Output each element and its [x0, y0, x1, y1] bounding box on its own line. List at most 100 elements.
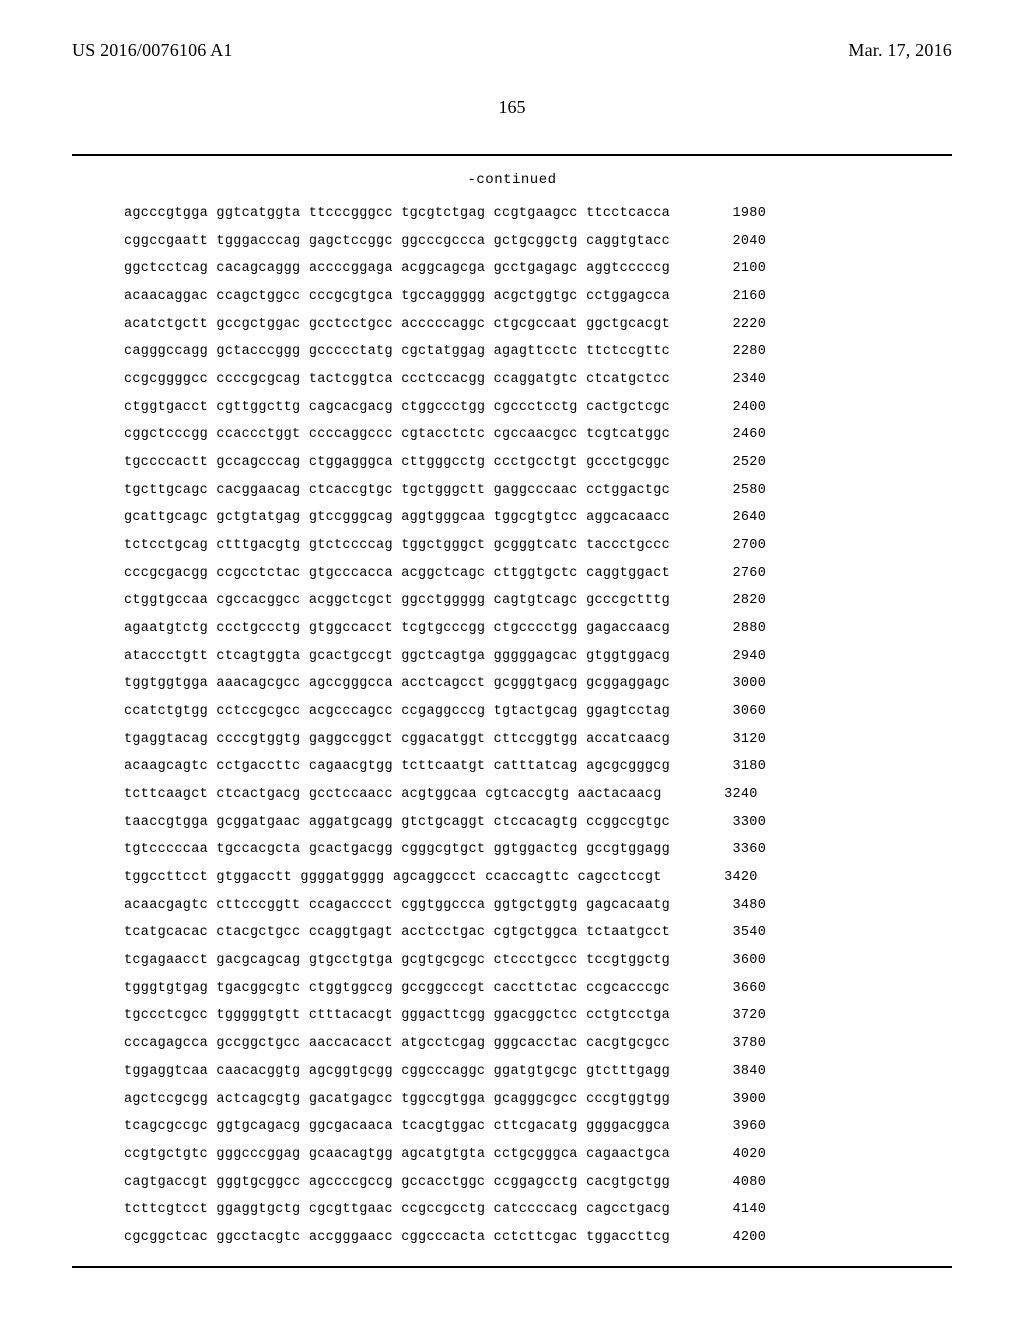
- sequence-row-bases: tggtggtgga aaacagcgcc agccgggcca acctcag…: [124, 670, 670, 698]
- sequence-row-bases: tgccccactt gccagcccag ctggagggca cttgggc…: [124, 449, 670, 477]
- sequence-row-bases: ccgtgctgtc gggcccggag gcaacagtgg agcatgt…: [124, 1141, 670, 1169]
- sequence-row-position: 2220: [688, 311, 766, 339]
- sequence-row: tcttcaagct ctcactgacg gcctccaacc acgtggc…: [124, 781, 952, 809]
- sequence-row-position: 2640: [688, 504, 766, 532]
- sequence-row: agaatgtctg ccctgccctg gtggccacct tcgtgcc…: [124, 615, 952, 643]
- sequence-row: ctggtgacct cgttggcttg cagcacgacg ctggccc…: [124, 394, 952, 422]
- sequence-row-position: 2460: [688, 421, 766, 449]
- sequence-row-bases: tctcctgcag ctttgacgtg gtctccccag tggctgg…: [124, 532, 670, 560]
- sequence-row: cagtgaccgt gggtgcggcc agccccgccg gccacct…: [124, 1169, 952, 1197]
- sequence-row-bases: tggaggtcaa caacacggtg agcggtgcgg cggccca…: [124, 1058, 670, 1086]
- sequence-row-bases: ataccctgtt ctcagtggta gcactgccgt ggctcag…: [124, 643, 670, 671]
- sequence-row-bases: acaacgagtc cttcccggtt ccagacccct cggtggc…: [124, 892, 670, 920]
- sequence-row-position: 3480: [688, 892, 766, 920]
- sequence-row: tggaggtcaa caacacggtg agcggtgcgg cggccca…: [124, 1058, 952, 1086]
- sequence-row-position: 4080: [688, 1169, 766, 1197]
- sequence-row-position: 3840: [688, 1058, 766, 1086]
- sequence-row-position: 3900: [688, 1086, 766, 1114]
- sequence-row: taaccgtgga gcggatgaac aggatgcagg gtctgca…: [124, 809, 952, 837]
- sequence-row-position: 4140: [688, 1196, 766, 1224]
- sequence-row: ccgcggggcc ccccgcgcag tactcggtca ccctcca…: [124, 366, 952, 394]
- sequence-row: tggtggtgga aaacagcgcc agccgggcca acctcag…: [124, 670, 952, 698]
- sequence-row: ctggtgccaa cgccacggcc acggctcgct ggcctgg…: [124, 587, 952, 615]
- sequence-row-bases: tgaggtacag ccccgtggtg gaggccggct cggacat…: [124, 726, 670, 754]
- sequence-row-position: 3780: [688, 1030, 766, 1058]
- sequence-row-position: 3720: [688, 1002, 766, 1030]
- sequence-row: cccgcgacgg ccgcctctac gtgcccacca acggctc…: [124, 560, 952, 588]
- sequence-row: tgtcccccaa tgccacgcta gcactgacgg cgggcgt…: [124, 836, 952, 864]
- sequence-row: tcgagaacct gacgcagcag gtgcctgtga gcgtgcg…: [124, 947, 952, 975]
- sequence-row-position: 3360: [688, 836, 766, 864]
- sequence-row-position: 2880: [688, 615, 766, 643]
- sequence-row: tgcttgcagc cacggaacag ctcaccgtgc tgctggg…: [124, 477, 952, 505]
- sequence-row-bases: ctggtgacct cgttggcttg cagcacgacg ctggccc…: [124, 394, 670, 422]
- sequence-row-position: 3180: [688, 753, 766, 781]
- sequence-row-position: 3120: [688, 726, 766, 754]
- sequence-row-bases: cccgcgacgg ccgcctctac gtgcccacca acggctc…: [124, 560, 670, 588]
- sequence-row-position: 3960: [688, 1113, 766, 1141]
- sequence-row-bases: taaccgtgga gcggatgaac aggatgcagg gtctgca…: [124, 809, 670, 837]
- sequence-row-bases: tggccttcct gtggacctt ggggatgggg agcaggcc…: [124, 864, 662, 892]
- sequence-row-bases: gcattgcagc gctgtatgag gtccgggcag aggtggg…: [124, 504, 670, 532]
- sequence-row: cagggccagg gctacccggg gccccctatg cgctatg…: [124, 338, 952, 366]
- sequence-row-position: 4020: [688, 1141, 766, 1169]
- sequence-row-position: 1980: [688, 200, 766, 228]
- sequence-row: ccatctgtgg cctccgcgcc acgcccagcc ccgaggc…: [124, 698, 952, 726]
- sequence-row-position: 2100: [688, 255, 766, 283]
- sequence-row-bases: tgggtgtgag tgacggcgtc ctggtggccg gccggcc…: [124, 975, 670, 1003]
- rule-gap: [72, 156, 952, 164]
- sequence-row-position: 2580: [688, 477, 766, 505]
- sequence-row: agctccgcgg actcagcgtg gacatgagcc tggccgt…: [124, 1086, 952, 1114]
- sequence-listing: agcccgtgga ggtcatggta ttcccgggcc tgcgtct…: [124, 200, 952, 1252]
- sequence-row: tcagcgccgc ggtgcagacg ggcgacaaca tcacgtg…: [124, 1113, 952, 1141]
- sequence-row-position: 3000: [688, 670, 766, 698]
- sequence-row: acatctgctt gccgctggac gcctcctgcc accccca…: [124, 311, 952, 339]
- bottom-rule: [72, 1266, 952, 1268]
- sequence-row-position: 3060: [688, 698, 766, 726]
- publication-date: Mar. 17, 2016: [848, 40, 952, 61]
- sequence-row-position: 2040: [688, 228, 766, 256]
- sequence-row-position: 3300: [688, 809, 766, 837]
- sequence-row-bases: cagggccagg gctacccggg gccccctatg cgctatg…: [124, 338, 670, 366]
- sequence-row-bases: ctggtgccaa cgccacggcc acggctcgct ggcctgg…: [124, 587, 670, 615]
- sequence-row: ataccctgtt ctcagtggta gcactgccgt ggctcag…: [124, 643, 952, 671]
- sequence-row-bases: cgcggctcac ggcctacgtc accgggaacc cggccca…: [124, 1224, 670, 1252]
- sequence-row: acaacaggac ccagctggcc cccgcgtgca tgccagg…: [124, 283, 952, 311]
- sequence-row-bases: ggctcctcag cacagcaggg accccggaga acggcag…: [124, 255, 670, 283]
- sequence-row-position: 2760: [688, 560, 766, 588]
- sequence-row-bases: tcttcaagct ctcactgacg gcctccaacc acgtggc…: [124, 781, 662, 809]
- sequence-row-position: 2820: [688, 587, 766, 615]
- sequence-row-position: 4200: [688, 1224, 766, 1252]
- sequence-row-bases: acaagcagtc cctgaccttc cagaacgtgg tcttcaa…: [124, 753, 670, 781]
- sequence-row: cggccgaatt tgggacccag gagctccggc ggcccgc…: [124, 228, 952, 256]
- sequence-row: tgggtgtgag tgacggcgtc ctggtggccg gccggcc…: [124, 975, 952, 1003]
- sequence-row-position: 2520: [688, 449, 766, 477]
- sequence-row-bases: tcatgcacac ctacgctgcc ccaggtgagt acctcct…: [124, 919, 670, 947]
- publication-number: US 2016/0076106 A1: [72, 40, 233, 61]
- sequence-row: agcccgtgga ggtcatggta ttcccgggcc tgcgtct…: [124, 200, 952, 228]
- sequence-row: tcatgcacac ctacgctgcc ccaggtgagt acctcct…: [124, 919, 952, 947]
- sequence-row-bases: ccatctgtgg cctccgcgcc acgcccagcc ccgaggc…: [124, 698, 670, 726]
- sequence-row-bases: acaacaggac ccagctggcc cccgcgtgca tgccagg…: [124, 283, 670, 311]
- sequence-row-bases: acatctgctt gccgctggac gcctcctgcc accccca…: [124, 311, 670, 339]
- sequence-row: gcattgcagc gctgtatgag gtccgggcag aggtggg…: [124, 504, 952, 532]
- sequence-row-bases: tgccctcgcc tgggggtgtt ctttacacgt gggactt…: [124, 1002, 670, 1030]
- sequence-row-position: 2160: [688, 283, 766, 311]
- sequence-row: tctcctgcag ctttgacgtg gtctccccag tggctgg…: [124, 532, 952, 560]
- sequence-row: cggctcccgg ccaccctggt ccccaggccc cgtacct…: [124, 421, 952, 449]
- sequence-row: acaacgagtc cttcccggtt ccagacccct cggtggc…: [124, 892, 952, 920]
- sequence-row: ggctcctcag cacagcaggg accccggaga acggcag…: [124, 255, 952, 283]
- sequence-row: acaagcagtc cctgaccttc cagaacgtgg tcttcaa…: [124, 753, 952, 781]
- sequence-row-position: 3240: [680, 781, 758, 809]
- sequence-row: ccgtgctgtc gggcccggag gcaacagtgg agcatgt…: [124, 1141, 952, 1169]
- sequence-row-position: 2700: [688, 532, 766, 560]
- sequence-row-position: 2400: [688, 394, 766, 422]
- sequence-row: tcttcgtcct ggaggtgctg cgcgttgaac ccgccgc…: [124, 1196, 952, 1224]
- sequence-row-position: 2280: [688, 338, 766, 366]
- page-number: 165: [72, 97, 952, 118]
- sequence-row-bases: cccagagcca gccggctgcc aaccacacct atgcctc…: [124, 1030, 670, 1058]
- sequence-row-position: 2340: [688, 366, 766, 394]
- sequence-row: cgcggctcac ggcctacgtc accgggaacc cggccca…: [124, 1224, 952, 1252]
- sequence-row-position: 3660: [688, 975, 766, 1003]
- sequence-row-bases: tgtcccccaa tgccacgcta gcactgacgg cgggcgt…: [124, 836, 670, 864]
